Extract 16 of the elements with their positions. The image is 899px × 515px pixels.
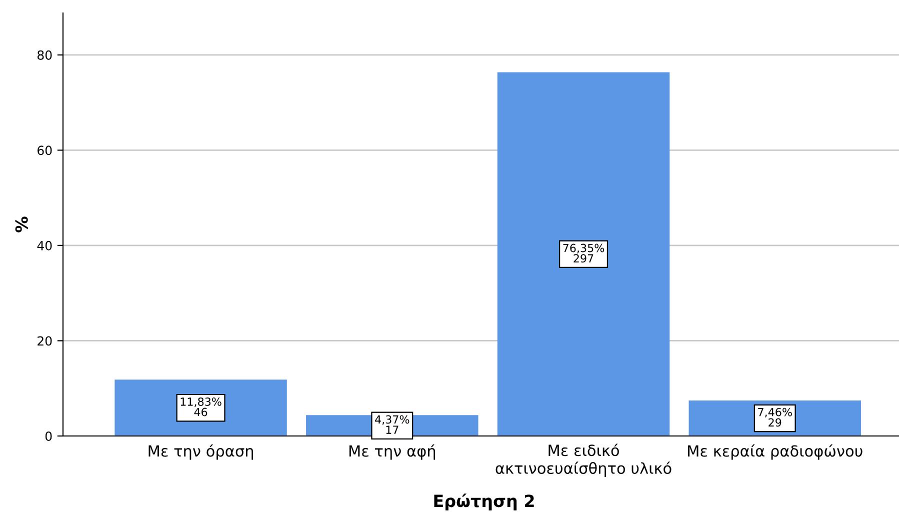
y-tick-label: 0 — [45, 431, 52, 441]
data-label: 76,35% 297 — [563, 244, 604, 263]
y-axis-title: % — [15, 216, 28, 232]
y-tick-label: 40 — [37, 240, 52, 250]
x-tick-label: Με την όραση — [148, 444, 254, 460]
x-tick-label: Με την αφή — [349, 444, 436, 460]
x-tick-label: Με κεραία ραδιοφώνου — [688, 444, 862, 460]
data-label: 11,83% 46 — [180, 397, 222, 416]
y-tick-label: 60 — [38, 146, 52, 156]
bar — [497, 72, 670, 436]
x-axis-title: Ερώτηση 2 — [434, 494, 534, 510]
y-tick-label: 80 — [38, 50, 52, 60]
y-tick-label: 20 — [38, 336, 52, 346]
x-tick-label: Με ειδικό ακτινοευαίσθητο υλικό — [496, 444, 672, 477]
data-label: 7,46% 29 — [758, 408, 792, 427]
data-label: 4,37% 17 — [375, 415, 410, 434]
